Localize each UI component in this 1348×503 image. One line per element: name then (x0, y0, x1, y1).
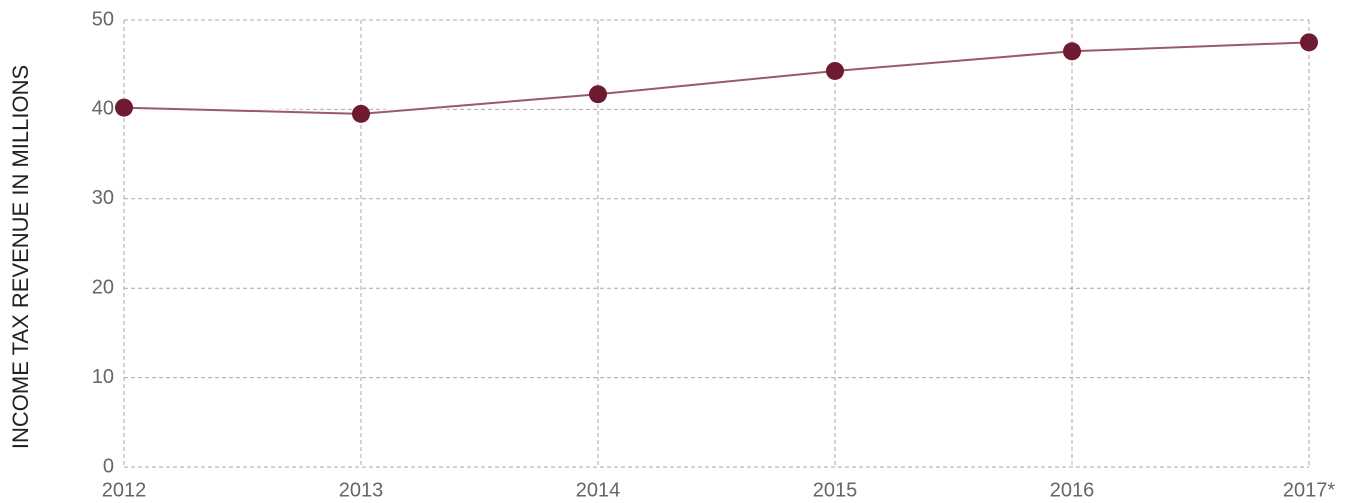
y-tick-label: 40 (92, 98, 114, 120)
y-tick-label: 20 (92, 276, 114, 298)
data-line (123, 41, 1310, 115)
y-axis-label: INCOME TAX REVENUE IN MILLIONS (8, 65, 33, 449)
data-line (123, 39, 1310, 117)
y-tick-label: 0 (103, 455, 114, 477)
x-tick-label: 2015 (813, 479, 858, 501)
data-point (826, 61, 844, 80)
y-tick-label: 30 (92, 187, 114, 209)
data-point (1300, 33, 1318, 52)
x-tick-label: 2017* (1283, 479, 1335, 501)
x-tick-label: 2012 (102, 479, 147, 501)
data-point (352, 104, 370, 123)
x-tick-label: 2014 (576, 479, 621, 501)
data-point (589, 85, 607, 104)
y-tick-label: 50 (92, 8, 114, 30)
x-tick-label: 2013 (339, 479, 384, 501)
y-tick-label: 10 (92, 366, 114, 388)
x-tick-label: 2016 (1050, 479, 1095, 501)
data-point (115, 98, 133, 117)
data-point (1063, 42, 1081, 61)
